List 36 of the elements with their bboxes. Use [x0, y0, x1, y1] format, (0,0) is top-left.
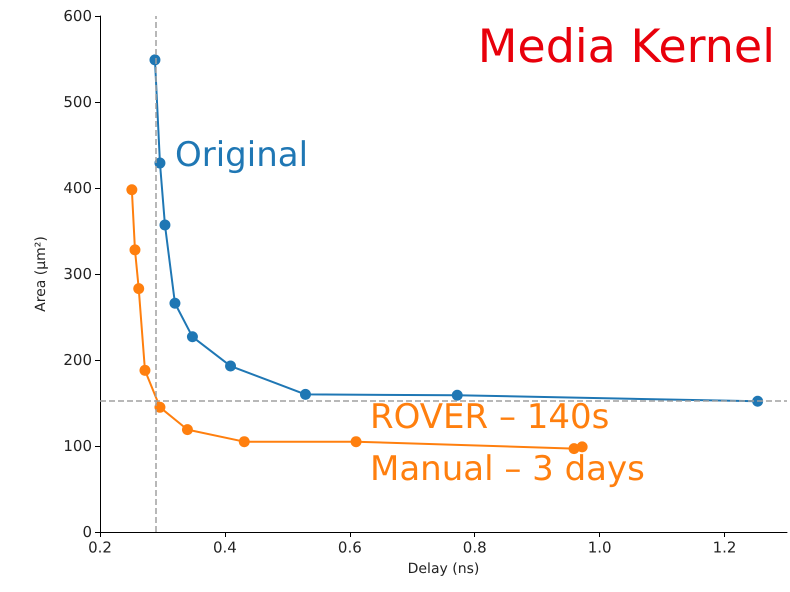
x-axis-title: Delay (ns)	[408, 561, 480, 577]
point	[238, 436, 250, 448]
chart-title: Media Kernel	[478, 19, 776, 73]
x-tick-label: 0.2	[88, 538, 112, 556]
x-tick-label: 0.8	[462, 538, 487, 556]
point	[154, 402, 166, 413]
point	[452, 390, 463, 401]
y-tick-label: 0	[82, 523, 92, 541]
x-tick-label: 0.4	[212, 538, 237, 556]
series-label: ROVER – 140s	[370, 397, 610, 437]
point	[169, 298, 180, 309]
y-tick-label: 600	[63, 7, 92, 25]
y-tick-label: 400	[63, 179, 92, 197]
y-tick-label: 500	[63, 93, 92, 111]
point	[350, 436, 362, 448]
x-tick-label: 0.6	[338, 538, 362, 556]
y-axis-title: Area (μm²)	[33, 236, 49, 312]
point	[126, 184, 138, 196]
x-tick-label: 1.2	[712, 538, 736, 556]
annotation: Manual – 3 days	[370, 449, 645, 489]
point	[129, 244, 140, 256]
point	[225, 360, 236, 372]
point	[576, 441, 588, 452]
point	[133, 283, 144, 294]
y-tick-label: 200	[63, 351, 92, 369]
point	[186, 331, 198, 342]
point	[300, 388, 311, 400]
x-tick-label: 1.0	[588, 538, 612, 556]
y-tick-label: 300	[63, 265, 92, 283]
point	[154, 158, 166, 169]
point	[149, 54, 160, 66]
point	[139, 364, 150, 376]
point	[159, 219, 170, 230]
point	[182, 424, 193, 436]
series-label: Original	[175, 135, 308, 175]
y-tick-label: 100	[63, 437, 92, 455]
